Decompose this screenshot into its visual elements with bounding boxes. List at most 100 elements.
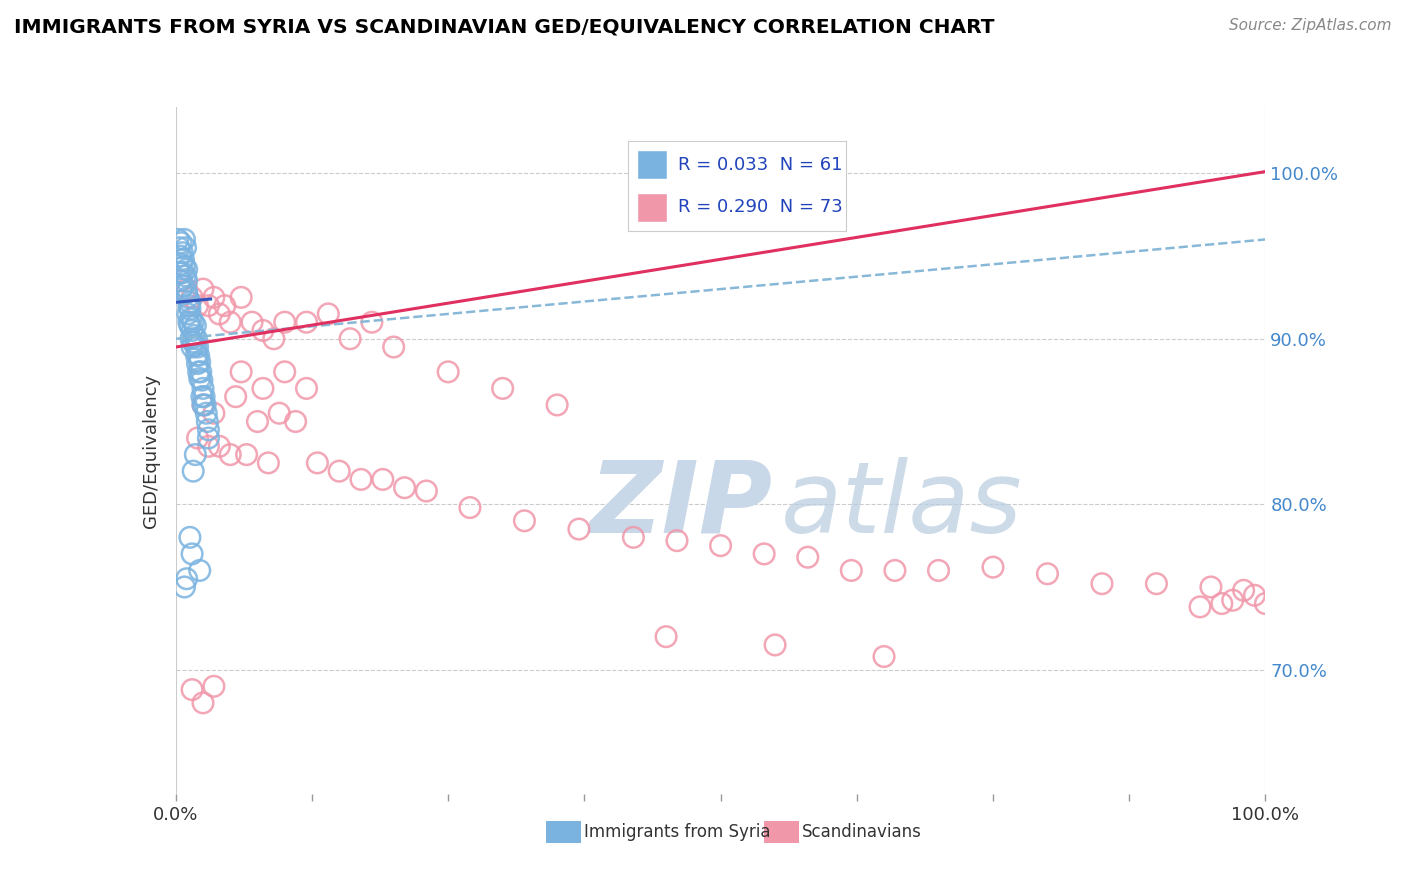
- Point: [176, 285, 198, 300]
- Point: [208, 307, 231, 321]
- Point: [252, 323, 274, 337]
- Point: [884, 564, 907, 578]
- Point: [180, 332, 202, 346]
- Point: [176, 262, 198, 277]
- Point: [184, 318, 207, 333]
- Text: IMMIGRANTS FROM SYRIA VS SCANDINAVIAN GED/EQUIVALENCY CORRELATION CHART: IMMIGRANTS FROM SYRIA VS SCANDINAVIAN GE…: [14, 18, 994, 37]
- Point: [174, 241, 197, 255]
- Point: [219, 448, 242, 462]
- Point: [202, 290, 225, 304]
- Point: [191, 282, 214, 296]
- Point: [170, 257, 193, 271]
- Point: [263, 332, 285, 346]
- Point: [179, 295, 201, 310]
- Point: [231, 365, 253, 379]
- Point: [172, 252, 194, 267]
- Point: [307, 456, 329, 470]
- Point: [186, 348, 208, 362]
- Point: [371, 472, 394, 486]
- Point: [202, 679, 225, 693]
- Point: [172, 245, 194, 260]
- Point: [214, 299, 236, 313]
- Point: [339, 332, 361, 346]
- Point: [176, 274, 198, 288]
- Point: [191, 373, 214, 387]
- Point: [187, 365, 209, 379]
- Point: [240, 315, 263, 329]
- Point: [231, 290, 253, 304]
- Point: [172, 266, 194, 280]
- Y-axis label: GED/Equivalency: GED/Equivalency: [142, 374, 160, 527]
- Point: [191, 398, 214, 412]
- Point: [360, 315, 382, 329]
- Point: [172, 278, 194, 293]
- Point: [928, 564, 950, 578]
- Point: [252, 381, 274, 395]
- Point: [382, 340, 405, 354]
- Point: [170, 235, 193, 250]
- Point: [492, 381, 515, 395]
- Point: [186, 431, 209, 445]
- Point: [197, 299, 219, 313]
- Point: [167, 232, 190, 246]
- Point: [186, 357, 209, 371]
- Point: [655, 630, 678, 644]
- Point: [169, 274, 191, 288]
- Point: [350, 472, 373, 486]
- Point: [1199, 580, 1222, 594]
- Point: [328, 464, 350, 478]
- Point: [170, 282, 193, 296]
- Text: ZIP: ZIP: [591, 457, 773, 554]
- Point: [1036, 566, 1059, 581]
- Point: [179, 530, 201, 544]
- Point: [1222, 593, 1244, 607]
- Point: [181, 323, 204, 337]
- Point: [188, 355, 211, 369]
- Point: [235, 448, 257, 462]
- Point: [666, 533, 689, 548]
- Point: [621, 530, 644, 544]
- Point: [225, 390, 247, 404]
- Point: [183, 328, 205, 343]
- Point: [546, 398, 568, 412]
- Point: [568, 522, 591, 536]
- Point: [186, 340, 209, 354]
- Point: [274, 365, 297, 379]
- Point: [181, 547, 204, 561]
- Text: Scandinavians: Scandinavians: [803, 822, 922, 841]
- Point: [176, 282, 198, 296]
- Point: [186, 332, 208, 346]
- Point: [179, 318, 201, 333]
- Point: [191, 381, 214, 395]
- Point: [754, 547, 776, 561]
- Point: [194, 398, 217, 412]
- Point: [177, 290, 200, 304]
- Point: [1144, 576, 1167, 591]
- Point: [1211, 597, 1233, 611]
- Text: R = 0.290  N = 73: R = 0.290 N = 73: [678, 198, 842, 217]
- Point: [796, 550, 818, 565]
- Point: [177, 299, 200, 313]
- Point: [181, 315, 204, 329]
- Point: [188, 371, 211, 385]
- Point: [274, 315, 297, 329]
- Point: [167, 266, 190, 280]
- Point: [981, 560, 1004, 574]
- Point: [193, 390, 215, 404]
- Point: [167, 241, 190, 255]
- Point: [176, 572, 198, 586]
- Point: [180, 311, 202, 326]
- Point: [173, 259, 195, 273]
- Point: [181, 290, 204, 304]
- Point: [181, 682, 204, 697]
- Point: [186, 299, 209, 313]
- Point: [710, 539, 733, 553]
- FancyBboxPatch shape: [637, 194, 668, 222]
- Text: Immigrants from Syria: Immigrants from Syria: [585, 822, 770, 841]
- Point: [437, 365, 460, 379]
- Point: [188, 564, 211, 578]
- Point: [190, 365, 212, 379]
- Text: R = 0.033  N = 61: R = 0.033 N = 61: [678, 155, 842, 174]
- Point: [197, 423, 219, 437]
- Point: [177, 307, 200, 321]
